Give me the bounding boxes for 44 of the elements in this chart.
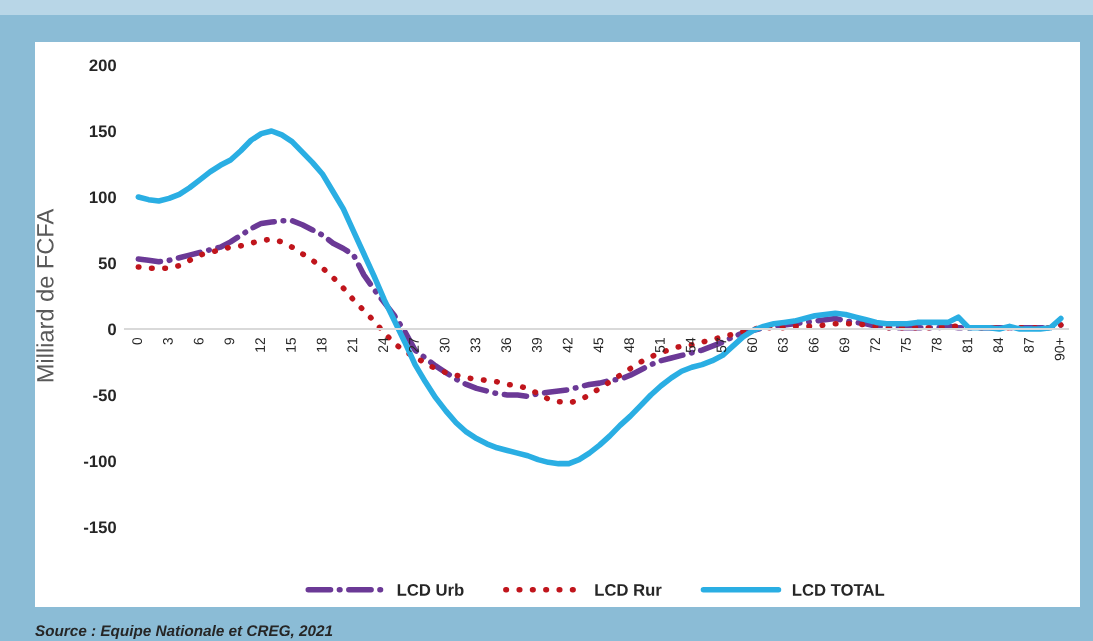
- x-tick-label: 12: [255, 338, 265, 352]
- x-tick-label: 42: [562, 338, 573, 353]
- x-tick-label: 33: [470, 337, 481, 353]
- y-tick-label: 50: [98, 257, 116, 270]
- x-tick-label: 54: [685, 337, 696, 353]
- y-tick-label: 200: [89, 59, 116, 72]
- y-tick-label: 0: [108, 323, 116, 336]
- x-tick-label: 6: [193, 337, 204, 345]
- x-tick-label: 51: [655, 338, 665, 353]
- x-tick-label: 30: [439, 337, 450, 353]
- x-tick-label: 75: [901, 337, 911, 353]
- x-tick-label: 24: [378, 337, 388, 353]
- y-tick-label: 150: [89, 125, 116, 138]
- x-tick-label: 48: [624, 337, 635, 353]
- x-tick-label: 84: [993, 337, 1004, 353]
- x-tick-label: 3: [162, 337, 173, 345]
- source-note: Source : Equipe Nationale et CREG, 2021: [35, 624, 333, 640]
- x-tick-label: 27: [408, 338, 419, 353]
- y-tick-label: -100: [83, 455, 116, 468]
- x-tick-label: 21: [347, 338, 358, 353]
- x-tick-label: 9: [224, 337, 235, 345]
- y-tick-label: -50: [93, 389, 116, 402]
- x-tick-label: 0: [132, 337, 143, 345]
- x-tick-label: 15: [286, 337, 296, 352]
- y-axis-title: Milliard de FCFA: [36, 208, 54, 382]
- x-tick-label: 78: [931, 337, 942, 353]
- x-tick-label: 69: [839, 337, 850, 353]
- x-tick-label: 63: [777, 337, 788, 353]
- x-tick-label: 45: [593, 337, 604, 353]
- y-tick-label: 100: [89, 191, 116, 204]
- x-tick-label: 81: [962, 338, 973, 353]
- legend-label: LCD TOTAL: [792, 584, 885, 596]
- x-tick-label: 87: [1023, 338, 1034, 353]
- y-tick-label: -150: [83, 521, 116, 534]
- x-tick-label: 36: [501, 337, 512, 353]
- legend-label: LCD Rur: [595, 584, 662, 596]
- legend-label: LCD Urb: [397, 583, 464, 596]
- x-tick-label: 39: [531, 337, 542, 353]
- x-tick-label: 90+: [1054, 338, 1065, 361]
- x-tick-label: 57: [716, 338, 727, 353]
- x-tick-label: 60: [747, 337, 758, 353]
- x-tick-label: 18: [316, 337, 327, 352]
- x-tick-label: 66: [808, 337, 819, 353]
- x-tick-label: 72: [870, 338, 880, 353]
